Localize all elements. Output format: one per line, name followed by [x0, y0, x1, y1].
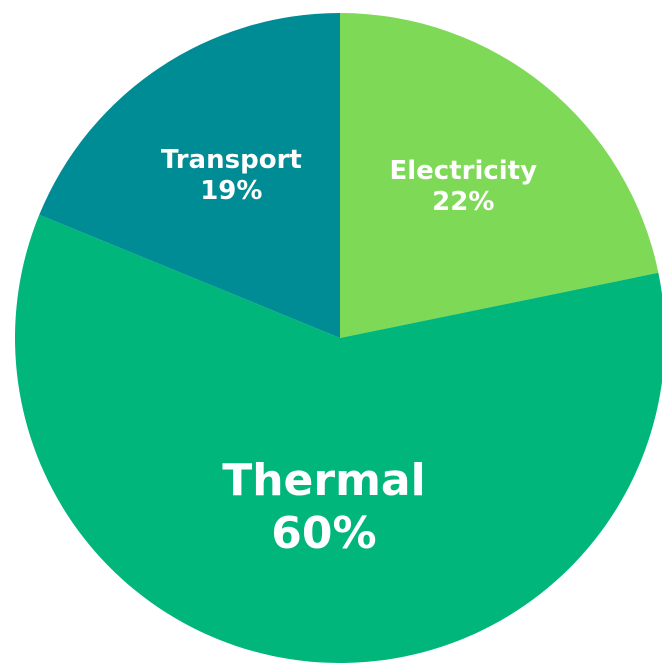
pie-slice	[15, 214, 662, 663]
slice-label: Thermal	[222, 455, 426, 506]
slice-label: Electricity	[389, 156, 537, 186]
slice-label: Transport	[161, 145, 302, 175]
slice-value-label: 60%	[271, 508, 376, 559]
slice-value-label: 22%	[432, 187, 494, 217]
pie-slice	[340, 13, 659, 338]
pie-slice	[39, 13, 341, 338]
slice-value-label: 19%	[200, 176, 262, 206]
